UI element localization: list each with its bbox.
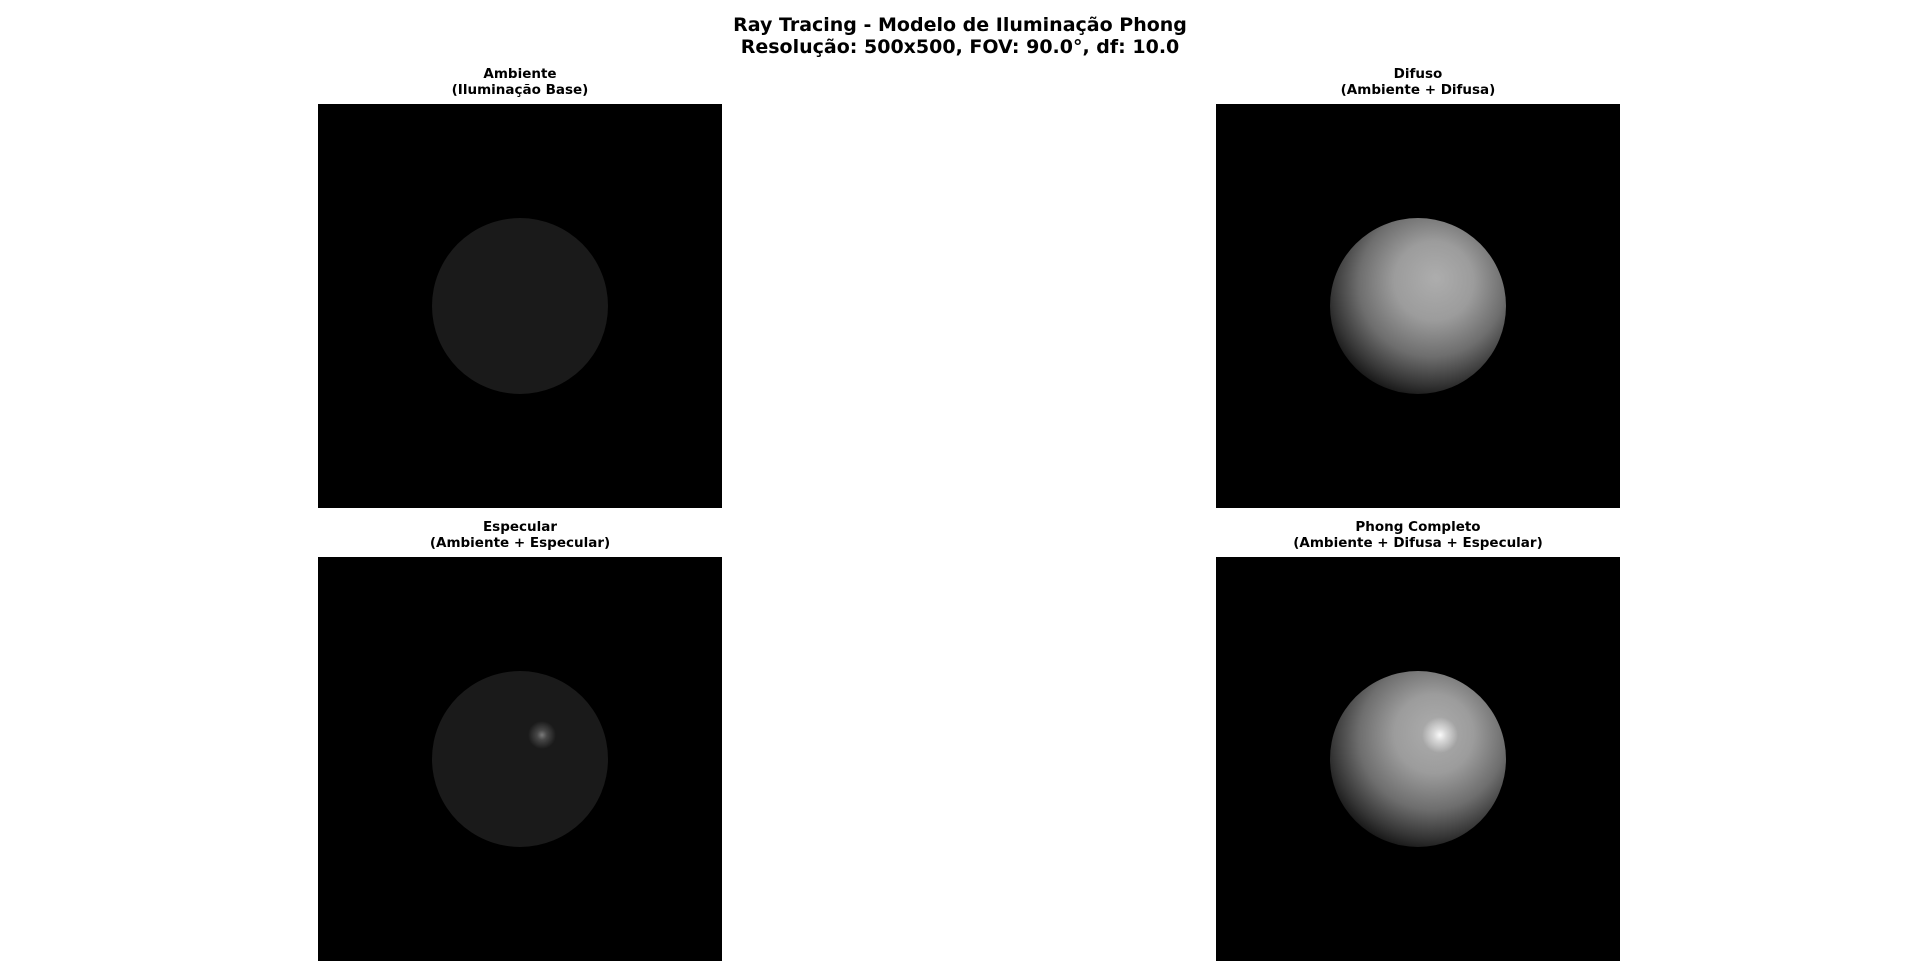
sphere bbox=[432, 218, 608, 394]
panel-title-main: Especular bbox=[482, 519, 558, 535]
panel-title-main: Ambiente bbox=[483, 66, 557, 82]
panel-title: Ambiente (Iluminação Base) bbox=[318, 66, 722, 98]
panel-title-sub: (Ambiente + Difusa) bbox=[1340, 82, 1496, 98]
figure-title-line-2: Resolução: 500x500, FOV: 90.0°, df: 10.0 bbox=[740, 36, 1180, 58]
panel-title-main: Difuso bbox=[1393, 66, 1443, 82]
panel-diffuse: Difuso (Ambiente + Difusa) bbox=[1216, 66, 1620, 508]
panel-title: Phong Completo (Ambiente + Difusa + Espe… bbox=[1216, 519, 1620, 551]
panel-title-sub: (Iluminação Base) bbox=[451, 82, 589, 98]
panel-specular: Especular (Ambiente + Especular) bbox=[318, 519, 722, 961]
ambient-render-image bbox=[318, 104, 722, 508]
panel-ambient: Ambiente (Iluminação Base) bbox=[318, 66, 722, 508]
specular-highlight bbox=[1422, 717, 1458, 753]
specular-render-image bbox=[318, 557, 722, 961]
diffuse-render-image bbox=[1216, 104, 1620, 508]
panel-title: Difuso (Ambiente + Difusa) bbox=[1216, 66, 1620, 98]
panel-phong-complete: Phong Completo (Ambiente + Difusa + Espe… bbox=[1216, 519, 1620, 961]
phong-render-image bbox=[1216, 557, 1620, 961]
figure-title: Ray Tracing - Modelo de Iluminação Phong… bbox=[0, 14, 1920, 58]
panel-title-main: Phong Completo bbox=[1355, 519, 1481, 535]
figure-title-line-1: Ray Tracing - Modelo de Iluminação Phong bbox=[733, 14, 1187, 36]
panel-title-sub: (Ambiente + Difusa + Especular) bbox=[1293, 535, 1543, 551]
specular-highlight bbox=[528, 721, 556, 749]
panel-title: Especular (Ambiente + Especular) bbox=[318, 519, 722, 551]
sphere bbox=[432, 671, 608, 847]
sphere bbox=[1330, 218, 1506, 394]
sphere bbox=[1330, 671, 1506, 847]
panel-title-sub: (Ambiente + Especular) bbox=[429, 535, 611, 551]
